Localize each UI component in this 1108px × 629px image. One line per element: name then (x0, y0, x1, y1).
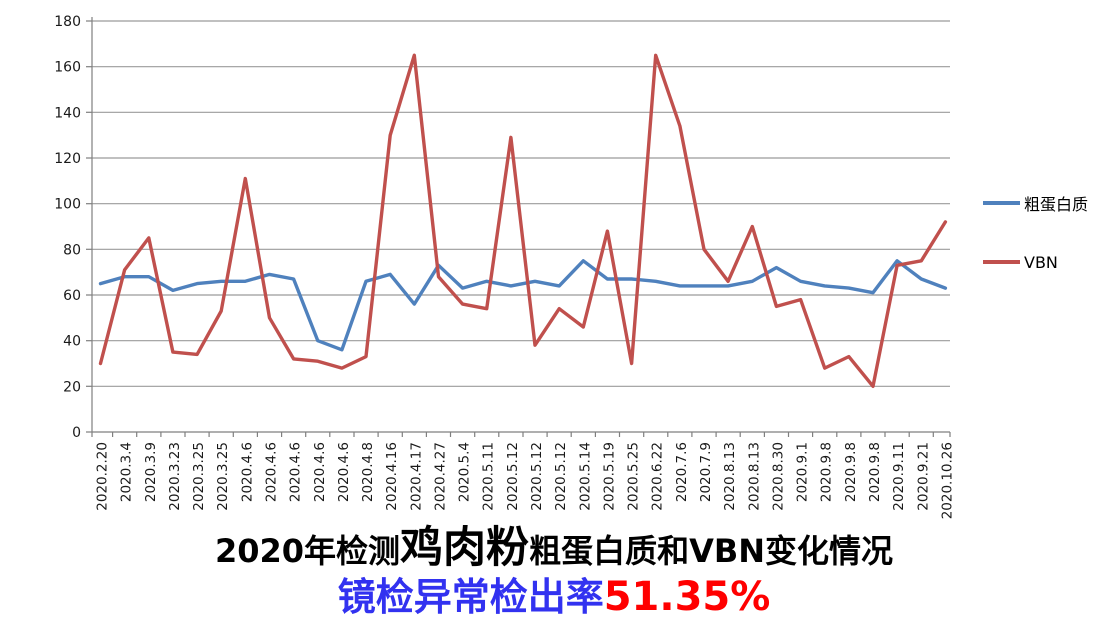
y-axis-label: 160 (54, 60, 81, 76)
legend: 粗蛋白质 VBN (983, 190, 1108, 308)
x-axis-label: 2020.9.8 (819, 442, 835, 502)
y-axis-label: 40 (63, 334, 81, 350)
chart-title: 2020年检测鸡肉粉粗蛋白质和VBN变化情况 (0, 524, 1108, 581)
x-axis-label: 2020.4.6 (288, 442, 304, 502)
chart-title-part1: 2020年检测 (214, 532, 401, 570)
chart-subtitle-value: 51.35% (603, 574, 771, 620)
x-axis-label: 2020.5.19 (601, 442, 617, 511)
y-axis-label: 60 (63, 288, 81, 304)
legend-swatch-vbn (983, 260, 1020, 264)
x-axis-label: 2020.5.12 (529, 442, 545, 511)
series-line-vbn[interactable] (98, 53, 948, 388)
chart-title-part2: 鸡肉粉 (400, 523, 530, 573)
x-axis-label: 2020.3.25 (215, 442, 231, 511)
chart-subtitle: 镜检异常检出率51.35% (0, 571, 1108, 629)
x-axis-label: 2020.4.6 (264, 442, 280, 502)
x-axis-label: 2020.4.8 (360, 442, 376, 502)
x-axis-label: 2020.5.14 (577, 442, 593, 511)
x-axis-label: 2020.3.25 (191, 442, 207, 511)
x-axis-label: 2020.3.4 (119, 442, 135, 502)
x-axis-label: 2020.10.26 (939, 442, 955, 519)
y-axis-label: 80 (63, 242, 81, 258)
chart-title-part3: 粗蛋白质和VBN变化情况 (529, 532, 894, 570)
x-axis-label: 2020.9.11 (891, 442, 907, 511)
x-axis-label: 2020.4.16 (384, 442, 400, 511)
x-axis-label: 2020.9.1 (795, 442, 811, 502)
x-axis-label: 2020.3.9 (143, 442, 159, 502)
x-axis-label: 2020.9.8 (843, 442, 859, 502)
x-axis-label: 2020.5.12 (553, 442, 569, 511)
legend-swatch-protein (983, 201, 1020, 205)
x-axis-label: 2020.4.27 (433, 442, 449, 511)
x-axis-label: 2020.3.23 (167, 442, 183, 511)
x-axis-label: 2020.4.6 (336, 442, 352, 502)
legend-label-protein: 粗蛋白质 (1024, 195, 1089, 214)
x-axis-label: 2020.7.6 (674, 442, 690, 502)
x-axis-label: 2020.2.20 (95, 442, 111, 511)
chart-plot: 0 20 40 60 80 100 120 140 160 180 2020.2.20 2020.3.… (54, 14, 955, 519)
series-line-protein[interactable] (98, 259, 948, 352)
legend-item-vbn[interactable]: VBN (983, 249, 1108, 275)
x-axis-label: 2020.4.17 (408, 442, 424, 511)
x-axis-label: 2020.8.30 (770, 442, 786, 511)
y-axis-label: 20 (63, 379, 81, 395)
x-axis-label: 2020.4.6 (239, 442, 255, 502)
y-axis-label: 120 (54, 151, 81, 167)
x-axis-label: 2020.5.4 (457, 442, 473, 502)
y-axis-label: 0 (72, 425, 81, 441)
x-axis-label: 2020.8.13 (722, 442, 738, 511)
legend-label-vbn: VBN (1024, 252, 1058, 272)
legend-item-protein[interactable]: 粗蛋白质 (983, 190, 1108, 216)
x-axis-label: 2020.6.22 (650, 442, 666, 511)
x-axis-label: 2020.4.6 (312, 442, 328, 502)
x-axis-label: 2020.5.11 (481, 442, 497, 511)
x-axis-label: 2020.7.9 (698, 442, 714, 502)
x-axis-label: 2020.8.13 (746, 442, 762, 511)
x-axis-label: 2020.9.21 (915, 442, 931, 511)
x-axis-label: 2020.9.8 (867, 442, 883, 502)
x-axis-label: 2020.5.25 (626, 442, 642, 511)
x-axis-label: 2020.5.12 (505, 442, 521, 511)
y-axis-label: 180 (54, 14, 81, 30)
chart-subtitle-label: 镜检异常检出率 (337, 574, 604, 619)
y-axis-label: 100 (54, 197, 81, 213)
y-axis-label: 140 (54, 105, 81, 121)
